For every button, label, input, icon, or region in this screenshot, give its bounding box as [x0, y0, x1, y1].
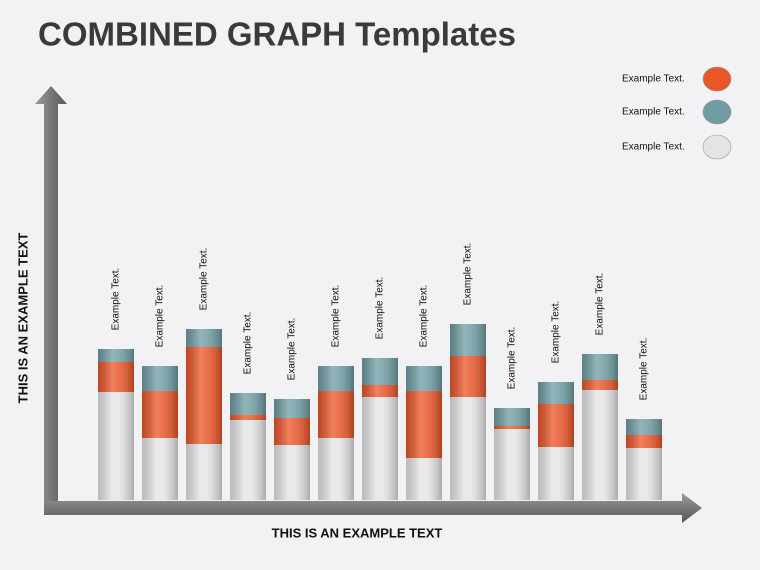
bar-shade [362, 358, 398, 500]
x-axis-label: THIS IS AN EXAMPLE TEXT [272, 525, 443, 540]
bar-shade [318, 366, 354, 500]
category-label: Example Text. [551, 301, 562, 364]
bar-shade [582, 354, 618, 500]
category-label: Example Text. [463, 243, 474, 306]
bar-shade [230, 393, 266, 500]
bar-shade [450, 324, 486, 500]
bar-shade [142, 366, 178, 500]
legend-label: Example Text. [622, 142, 685, 153]
category-label: Example Text. [199, 248, 210, 311]
category-label: Example Text. [595, 273, 606, 336]
legend-label: Example Text. [622, 74, 685, 85]
category-label: Example Text. [155, 285, 166, 348]
bar-shade [626, 419, 662, 500]
x-axis [44, 493, 702, 523]
category-label: Example Text. [331, 285, 342, 348]
chart-title: COMBINED GRAPH Templates [38, 16, 516, 53]
legend-swatch [702, 99, 732, 125]
bar-shade [274, 399, 310, 500]
category-label: Example Text. [243, 312, 254, 375]
category-label: Example Text. [287, 318, 298, 381]
y-axis-label: THIS IS AN EXAMPLE TEXT [15, 233, 30, 404]
category-label: Example Text. [639, 338, 650, 401]
category-label: Example Text. [111, 268, 122, 331]
legend-swatch [702, 66, 732, 92]
category-label: Example Text. [375, 277, 386, 340]
bar-shade [186, 329, 222, 500]
y-axis [35, 86, 67, 515]
bar-shade [494, 408, 530, 500]
legend-label: Example Text. [622, 107, 685, 118]
legend-swatch [702, 134, 732, 160]
bar-shade [538, 382, 574, 500]
category-label: Example Text. [507, 327, 518, 390]
bar-shade [98, 349, 134, 500]
bar-shade [406, 366, 442, 500]
category-label: Example Text. [419, 285, 430, 348]
